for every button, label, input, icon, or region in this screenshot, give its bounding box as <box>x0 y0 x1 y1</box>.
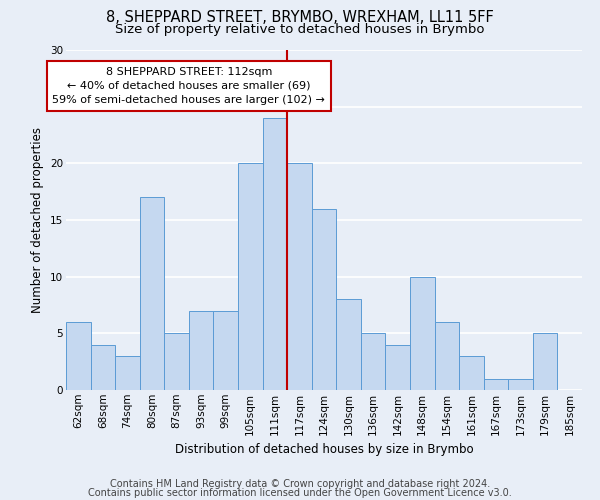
Bar <box>214 310 238 390</box>
Bar <box>312 208 336 390</box>
Text: Contains public sector information licensed under the Open Government Licence v3: Contains public sector information licen… <box>88 488 512 498</box>
Text: 8 SHEPPARD STREET: 112sqm
← 40% of detached houses are smaller (69)
59% of semi-: 8 SHEPPARD STREET: 112sqm ← 40% of detac… <box>52 67 325 105</box>
Bar <box>189 310 214 390</box>
Bar <box>115 356 140 390</box>
Bar <box>410 276 434 390</box>
X-axis label: Distribution of detached houses by size in Brymbo: Distribution of detached houses by size … <box>175 443 473 456</box>
Bar <box>459 356 484 390</box>
Bar <box>533 334 557 390</box>
Bar <box>336 300 361 390</box>
Bar <box>66 322 91 390</box>
Bar <box>91 344 115 390</box>
Text: Size of property relative to detached houses in Brymbo: Size of property relative to detached ho… <box>115 22 485 36</box>
Bar <box>484 378 508 390</box>
Bar <box>287 164 312 390</box>
Bar <box>263 118 287 390</box>
Bar <box>140 198 164 390</box>
Y-axis label: Number of detached properties: Number of detached properties <box>31 127 44 313</box>
Text: Contains HM Land Registry data © Crown copyright and database right 2024.: Contains HM Land Registry data © Crown c… <box>110 479 490 489</box>
Bar <box>385 344 410 390</box>
Bar <box>434 322 459 390</box>
Bar <box>164 334 189 390</box>
Bar <box>361 334 385 390</box>
Text: 8, SHEPPARD STREET, BRYMBO, WREXHAM, LL11 5FF: 8, SHEPPARD STREET, BRYMBO, WREXHAM, LL1… <box>106 10 494 25</box>
Bar <box>508 378 533 390</box>
Bar <box>238 164 263 390</box>
